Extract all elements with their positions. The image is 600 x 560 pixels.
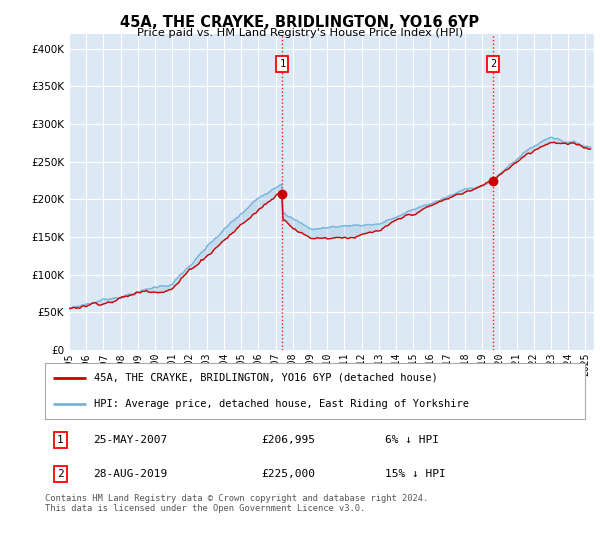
- Text: HPI: Average price, detached house, East Riding of Yorkshire: HPI: Average price, detached house, East…: [94, 399, 469, 409]
- Text: 28-AUG-2019: 28-AUG-2019: [94, 469, 168, 479]
- Text: 15% ↓ HPI: 15% ↓ HPI: [385, 469, 446, 479]
- Text: 45A, THE CRAYKE, BRIDLINGTON, YO16 6YP: 45A, THE CRAYKE, BRIDLINGTON, YO16 6YP: [121, 15, 479, 30]
- Text: 1: 1: [280, 59, 286, 69]
- Text: Price paid vs. HM Land Registry's House Price Index (HPI): Price paid vs. HM Land Registry's House …: [137, 28, 463, 38]
- Text: 25-MAY-2007: 25-MAY-2007: [94, 435, 168, 445]
- Text: Contains HM Land Registry data © Crown copyright and database right 2024.
This d: Contains HM Land Registry data © Crown c…: [45, 494, 428, 514]
- Text: 2: 2: [57, 469, 64, 479]
- Text: 1: 1: [57, 435, 64, 445]
- Text: 45A, THE CRAYKE, BRIDLINGTON, YO16 6YP (detached house): 45A, THE CRAYKE, BRIDLINGTON, YO16 6YP (…: [94, 373, 437, 383]
- Text: 6% ↓ HPI: 6% ↓ HPI: [385, 435, 439, 445]
- Text: 2: 2: [490, 59, 496, 69]
- Text: £225,000: £225,000: [261, 469, 315, 479]
- Text: £206,995: £206,995: [261, 435, 315, 445]
